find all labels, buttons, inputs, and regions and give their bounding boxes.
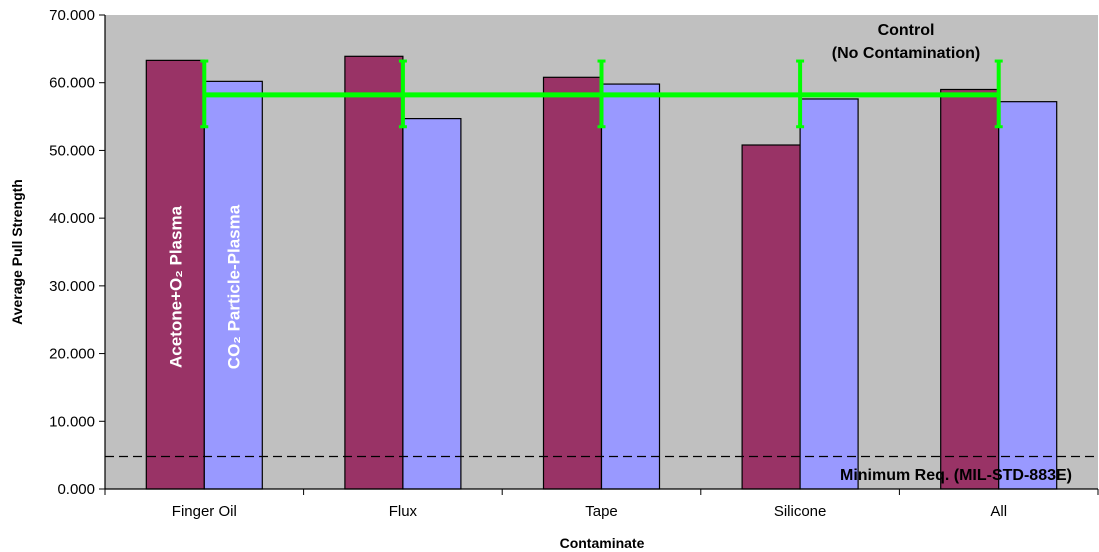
y-tick-label: 0.000 xyxy=(57,481,95,498)
y-tick-label: 60.000 xyxy=(49,75,95,92)
control-label-line2: (No Contamination) xyxy=(832,45,980,62)
bar-co2-particle-plasma-flux xyxy=(402,118,462,490)
x-tick-label: Tape xyxy=(585,503,618,520)
x-tick-label: Finger Oil xyxy=(172,503,237,520)
y-tick-label: 70.000 xyxy=(49,7,95,24)
labels-layer: Acetone+O₂ Plasma CO₂ Particle-Plasma xyxy=(166,204,243,369)
x-tick-label: All xyxy=(990,503,1007,520)
series-label-acetone-o2-plasma: Acetone+O₂ Plasma xyxy=(166,205,185,368)
bars-layer xyxy=(145,55,1058,490)
bar-co2-particle-plasma-silicone xyxy=(799,98,859,490)
bar-acetone-o2-plasma-finger-oil xyxy=(145,59,205,490)
bar-acetone-o2-plasma-all xyxy=(940,88,1000,490)
bar-co2-particle-plasma-all xyxy=(998,101,1058,490)
minimum-requirement-label: Minimum Req. (MIL-STD-883E) xyxy=(840,467,1072,484)
control-label-line1: Control xyxy=(878,22,935,39)
axes-layer: 0.000 10.000 20.000 30.000 40.000 50.000 60.00… xyxy=(49,7,1099,520)
bar-co2-particle-plasma-tape xyxy=(600,83,661,490)
y-tick-label: 10.000 xyxy=(49,413,95,430)
y-axis-title: Average Pull Strength xyxy=(9,179,25,325)
control-layer xyxy=(200,59,1003,129)
bar-co2-particle-plasma-finger-oil xyxy=(203,80,263,490)
y-tick-label: 50.000 xyxy=(49,142,95,159)
bar-acetone-o2-plasma-silicone xyxy=(741,144,801,490)
bar-acetone-o2-plasma-tape xyxy=(542,76,603,490)
x-tick-label: Flux xyxy=(389,503,418,520)
x-tick-label: Silicone xyxy=(774,503,827,520)
y-tick-label: 30.000 xyxy=(49,278,95,295)
series-label-co2-particle-plasma: CO₂ Particle-Plasma xyxy=(224,204,243,369)
y-tick-label: 20.000 xyxy=(49,346,95,363)
x-axis-title: Contaminate xyxy=(560,535,645,551)
y-tick-label: 40.000 xyxy=(49,210,95,227)
bar-acetone-o2-plasma-flux xyxy=(344,55,404,490)
